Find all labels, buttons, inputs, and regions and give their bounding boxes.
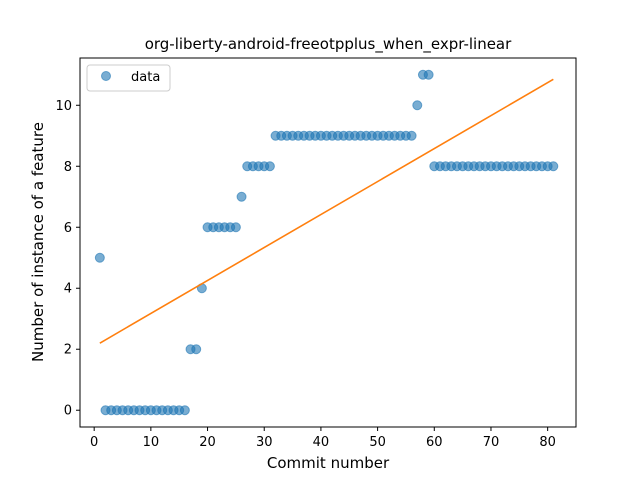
x-tick-label: 70 [483,435,500,450]
y-tick-label: 0 [64,404,72,419]
chart-title: org-liberty-android-freeotpplus_when_exp… [145,35,512,54]
x-tick-label: 0 [90,435,98,450]
data-point [191,344,202,355]
x-axis-title: Commit number [267,454,390,472]
data-point [94,252,105,263]
x-tick-label: 30 [256,435,273,450]
y-tick-label: 8 [64,160,72,175]
data-point [230,222,241,233]
x-tick-label: 10 [143,435,160,450]
legend: data [86,64,171,92]
plot-area [94,69,559,416]
data-point [406,130,417,141]
x-tick-label: 50 [369,435,386,450]
legend-marker-data [101,71,111,81]
x-axis: 0 10 20 30 40 50 60 70 80 [90,427,556,450]
y-tick-label: 10 [55,99,72,114]
fit-line [99,78,554,344]
data-point [548,161,559,172]
y-tick-label: 4 [64,282,72,297]
legend-label-data: data [131,70,160,85]
y-tick-label: 2 [64,343,72,358]
x-tick-label: 40 [313,435,330,450]
axes-frame [79,57,577,428]
data-point [264,161,275,172]
data-point [179,405,190,416]
data-point [236,191,247,202]
y-axis: 0 2 4 6 8 10 [55,99,80,419]
data-point [412,100,423,111]
x-tick-label: 80 [539,435,556,450]
y-tick-label: 6 [64,221,72,236]
data-point [423,69,434,80]
x-tick-label: 20 [199,435,216,450]
x-tick-label: 60 [426,435,443,450]
y-axis-title: Number of instance of a feature [29,122,47,362]
